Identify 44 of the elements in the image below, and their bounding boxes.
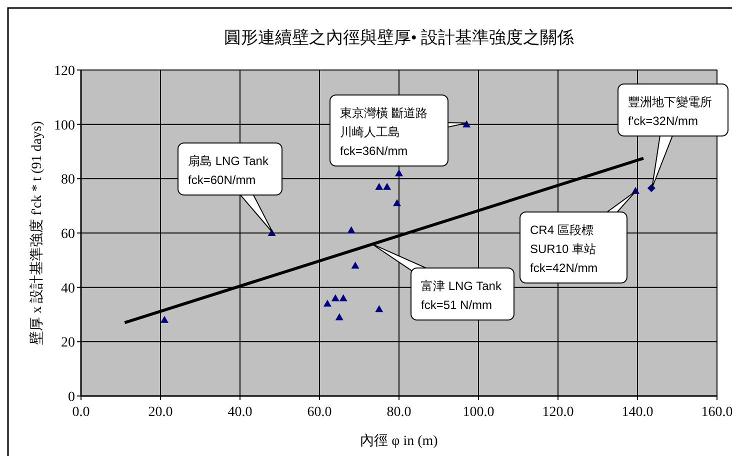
point bbox=[395, 169, 403, 176]
annotation: 川崎人工島 bbox=[340, 125, 400, 139]
annotation: f'ck=32N/mm bbox=[628, 114, 698, 128]
annotation: fck=51 N/mm bbox=[421, 298, 492, 312]
x-tick-label: 80.0 bbox=[386, 405, 412, 420]
y-tick-label: 80 bbox=[61, 172, 75, 188]
point bbox=[375, 182, 384, 190]
annotation: fck=36N/mm bbox=[340, 144, 408, 158]
x-tick-label: 100.0 bbox=[462, 405, 494, 420]
x-tick-label: 120.0 bbox=[542, 405, 574, 420]
x-tick-label: 160.0 bbox=[701, 405, 732, 420]
y-tick-label: 60 bbox=[61, 227, 75, 242]
annotation: CR4 區段標 bbox=[530, 223, 594, 237]
annotation: 扇島 LNG Tank bbox=[188, 154, 270, 168]
x-tick-label: 40.0 bbox=[228, 405, 252, 420]
point bbox=[347, 226, 356, 234]
annotation: SUR10 車站 bbox=[530, 242, 596, 256]
y-axis-title: 壁厚 x 設計基準強度 f'ck * t (91 days) bbox=[29, 120, 45, 345]
point bbox=[351, 262, 360, 269]
x-tick-label: 60.0 bbox=[307, 405, 332, 420]
x-tick-label: 140.0 bbox=[622, 405, 654, 420]
point bbox=[335, 313, 344, 320]
point bbox=[331, 294, 340, 302]
y-tick-label: 40 bbox=[61, 281, 75, 296]
annotation: 東京灣橫 斷道路 bbox=[340, 106, 428, 120]
x-axis-title: 內徑 φ in (m) bbox=[360, 433, 438, 449]
point bbox=[393, 199, 402, 206]
annotation: 富津 LNG Tank bbox=[421, 279, 502, 293]
y-tick-label: 0 bbox=[68, 390, 75, 405]
chart-title: 圓形連續壁之內徑與壁厚• 設計基準強度之關係 bbox=[224, 28, 574, 47]
point bbox=[323, 300, 332, 307]
point bbox=[339, 294, 348, 302]
point bbox=[383, 182, 392, 190]
y-tick-label: 100 bbox=[54, 118, 75, 134]
y-tick-label: 20 bbox=[61, 336, 75, 351]
x-tick-label: 20.0 bbox=[148, 405, 173, 420]
x-tick-label: 0.0 bbox=[72, 405, 90, 420]
annotation: fck=42N/mm bbox=[530, 261, 598, 275]
point bbox=[462, 120, 471, 128]
y-tick-label: 120 bbox=[54, 64, 75, 79]
annotation: fck=60N/mm bbox=[188, 173, 256, 187]
point bbox=[375, 305, 384, 312]
annotation: 豐洲地下變電所 bbox=[628, 95, 712, 109]
point bbox=[160, 316, 168, 323]
